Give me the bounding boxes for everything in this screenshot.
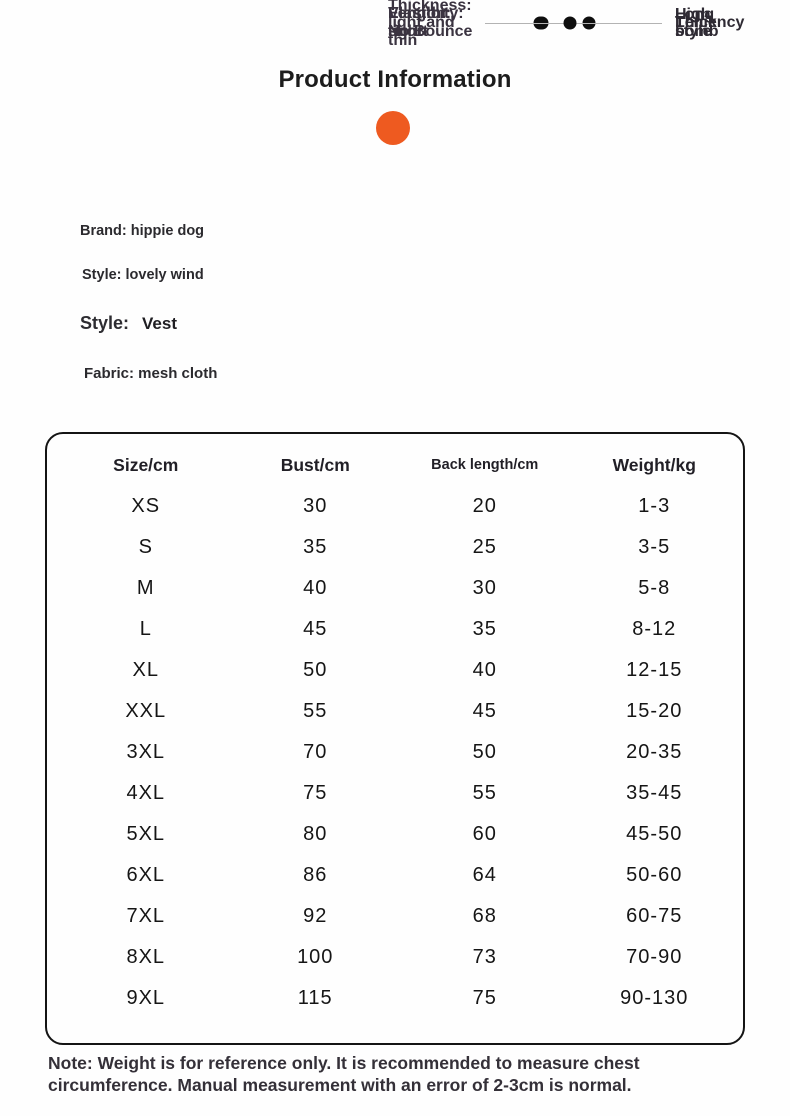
- table-row: 3XL 70 50 20-35: [61, 732, 739, 773]
- table-cell: 20: [472, 495, 497, 517]
- table-cell: 55: [303, 700, 328, 722]
- table-cell: 30: [472, 577, 497, 599]
- thickness-scale-label: Thickness: light and thin: [388, 0, 472, 49]
- table-cell: 25: [472, 536, 497, 558]
- table-cell: 8-12: [632, 618, 677, 640]
- table-cell: 100: [297, 946, 334, 968]
- style-prefix: Style:: [80, 313, 130, 333]
- table-cell: 45-50: [626, 823, 683, 845]
- table-row: 6XL 86 64 50-60: [61, 855, 739, 896]
- version-scale: Version: tight Leniency: [388, 0, 744, 46]
- length-scale-max-label: Long style: [675, 5, 715, 40]
- table-cell: 115: [297, 987, 333, 1009]
- table-row: XS 30 20 1-3: [61, 486, 739, 527]
- style-wind-label: Style: lovely wind: [82, 267, 204, 283]
- table-cell: 5XL: [126, 823, 166, 845]
- table-cell: 40: [472, 659, 497, 681]
- table-cell: 55: [472, 782, 497, 804]
- style-value: Vest: [142, 314, 178, 333]
- table-cell: 92: [303, 905, 328, 927]
- table-row: M 40 30 5-8: [61, 568, 739, 609]
- elasticity-scale-max-label: High bomb: [675, 5, 719, 40]
- column-header-back-length: Back length/cm: [431, 457, 539, 473]
- table-cell: 6XL: [126, 864, 166, 886]
- scale-dot-icon: [563, 16, 577, 30]
- table-cell: 75: [303, 782, 328, 804]
- fabric-label: Fabric: mesh cloth: [84, 365, 218, 382]
- table-cell: 60: [472, 823, 497, 845]
- column-header-weight: Weight/kg: [612, 454, 696, 475]
- page-title: Product Information: [278, 66, 512, 93]
- column-header-size: Size/cm: [113, 454, 179, 475]
- length-scale-label: Length: short: [388, 5, 447, 40]
- table-cell: 35: [472, 618, 497, 640]
- table-cell: 9XL: [126, 987, 166, 1009]
- table-row: L 45 35 8-12: [61, 609, 739, 650]
- table-cell: 1-3: [638, 495, 671, 517]
- table-row: 8XL 100 73 70-90: [61, 937, 739, 978]
- table-row: 5XL 80 60 45-50: [61, 814, 739, 855]
- table-cell: XS: [131, 495, 161, 517]
- table-row: XL 50 40 12-15: [61, 650, 739, 691]
- version-scale-label: Version: tight: [388, 5, 452, 40]
- column-header-bust: Bust/cm: [280, 454, 350, 475]
- table-cell: 50: [303, 659, 328, 681]
- table-cell: 30: [303, 495, 328, 517]
- table-cell: 4XL: [126, 782, 166, 804]
- style-vest-label: Style: Vest: [80, 313, 177, 334]
- size-table-header-row: Size/cm Bust/cm Back length/cm Weight/kg: [61, 444, 739, 486]
- table-cell: 70: [303, 741, 328, 763]
- table-cell: 86: [303, 864, 328, 886]
- size-table-body: XS 30 20 1-3 S 35 25 3-5 M 40 30 5-8 L 45 35 8-12 XL 50 40…: [61, 486, 739, 1019]
- table-cell: 90-130: [620, 987, 689, 1009]
- table-cell: M: [136, 577, 155, 599]
- table-row: 4XL 75 55 35-45: [61, 773, 739, 814]
- table-cell: 7XL: [126, 905, 166, 927]
- table-cell: 3-5: [638, 536, 671, 558]
- table-row: S 35 25 3-5: [61, 527, 739, 568]
- table-row: 9XL 115 75 90-130: [61, 978, 739, 1019]
- table-cell: 20-35: [626, 741, 683, 763]
- table-cell: S: [138, 536, 153, 558]
- elasticity-scale-label: Elasticity: No Bounce: [388, 5, 473, 40]
- table-cell: 5-8: [638, 577, 671, 599]
- table-cell: 50-60: [626, 864, 683, 886]
- length-scale: Length: short Long style: [388, 0, 740, 46]
- table-cell: 70-90: [626, 946, 683, 968]
- table-cell: 60-75: [626, 905, 683, 927]
- table-cell: 35-45: [626, 782, 683, 804]
- table-cell: XL: [132, 659, 159, 681]
- table-cell: 45: [303, 618, 328, 640]
- table-cell: 45: [472, 700, 497, 722]
- table-cell: 75: [472, 987, 497, 1009]
- table-cell: XXL: [125, 700, 167, 722]
- measurement-note: Note: Weight is for reference only. It i…: [48, 1053, 640, 1095]
- table-cell: 12-15: [626, 659, 683, 681]
- table-cell: 40: [303, 577, 328, 599]
- table-cell: 64: [472, 864, 497, 886]
- table-cell: 8XL: [126, 946, 166, 968]
- table-cell: 35: [303, 536, 328, 558]
- table-cell: 68: [472, 905, 497, 927]
- table-cell: 3XL: [126, 741, 166, 763]
- size-chart-table: Size/cm Bust/cm Back length/cm Weight/kg…: [45, 432, 745, 1045]
- table-cell: 73: [472, 946, 497, 968]
- length-scale-track: [485, 15, 662, 31]
- orange-dot-icon: [376, 111, 410, 145]
- table-row: 7XL 92 68 60-75: [61, 896, 739, 937]
- table-cell: 50: [472, 741, 497, 763]
- brand-label: Brand: hippie dog: [80, 223, 205, 239]
- table-row: XXL 55 45 15-20: [61, 691, 739, 732]
- version-scale-max-label: Leniency: [675, 14, 745, 32]
- table-cell: 80: [303, 823, 328, 845]
- table-cell: L: [139, 618, 152, 640]
- thickness-scale-max-label: Thick: [675, 14, 717, 32]
- table-cell: 15-20: [626, 700, 683, 722]
